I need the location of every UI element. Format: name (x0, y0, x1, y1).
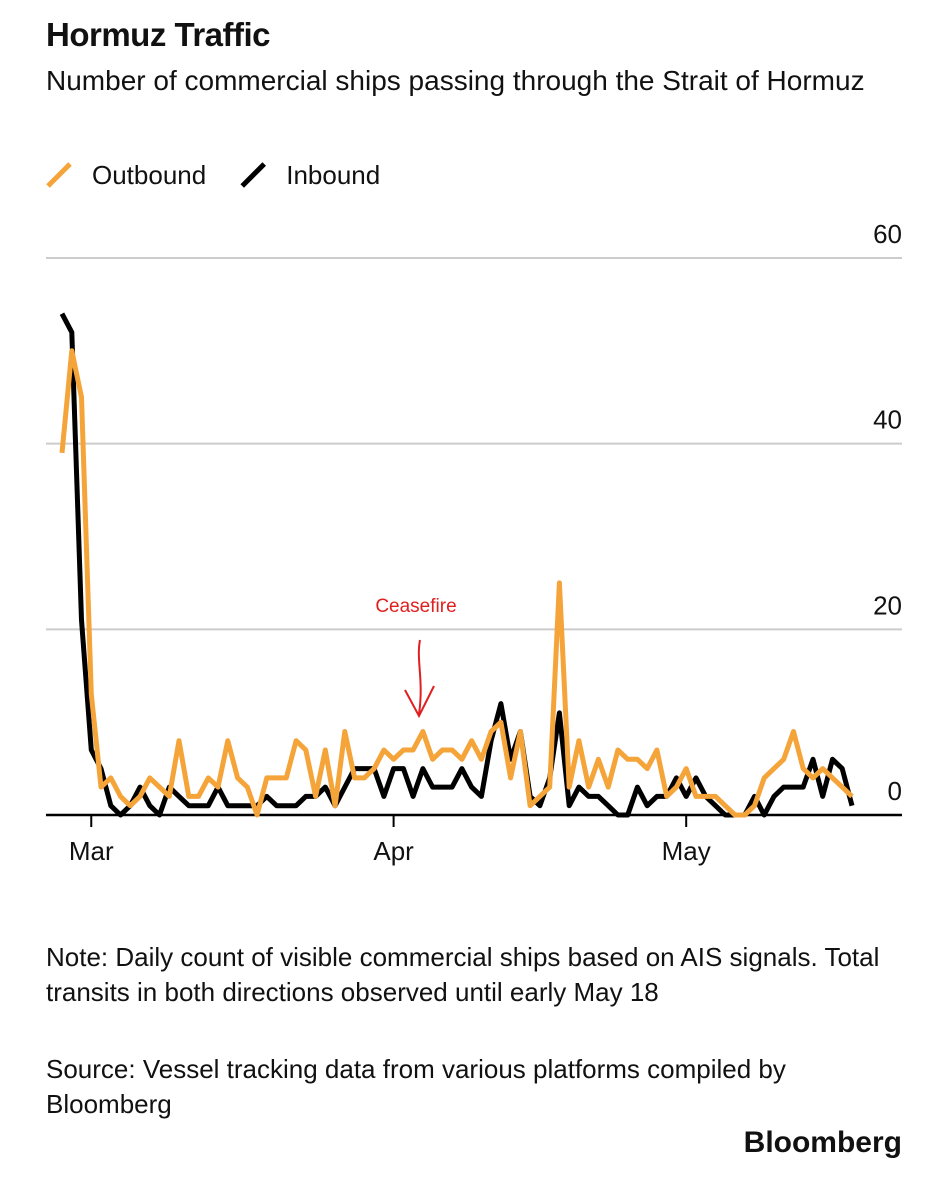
legend-label: Inbound (286, 160, 380, 190)
y-tick-label: 20 (873, 590, 902, 620)
source: Source: Vessel tracking data from variou… (46, 1054, 786, 1119)
legend-swatch (240, 162, 266, 188)
y-tick-label: 40 (873, 405, 902, 435)
legend-label: Outbound (92, 160, 206, 190)
x-tick-label: Mar (69, 836, 114, 866)
chart-subtitle: Number of commercial ships passing throu… (46, 65, 865, 96)
x-tick-label: Apr (373, 836, 414, 866)
series-line (59, 348, 854, 818)
x-tick-label: May (662, 836, 711, 866)
y-tick-label: 60 (873, 219, 902, 249)
annotation: Ceasefire (375, 596, 456, 617)
chart-title: Hormuz Traffic (46, 16, 271, 53)
y-tick-label: 0 (888, 776, 902, 806)
legend-swatch (46, 162, 72, 188)
annotation-arrow (404, 639, 435, 719)
brand: Bloomberg (743, 1126, 902, 1159)
series-line (59, 312, 855, 818)
chart: Outbound Inbound 0 20 40 60 Mar Apr May Ceasefire (46, 160, 902, 866)
note: Note: Daily count of visible commercial … (46, 942, 880, 1007)
